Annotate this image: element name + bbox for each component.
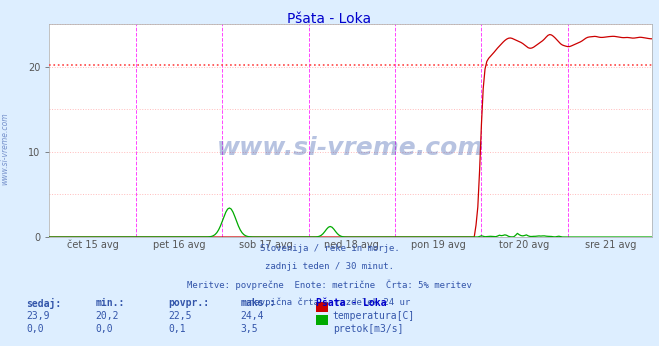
Text: www.si-vreme.com: www.si-vreme.com: [217, 136, 484, 160]
Text: temperatura[C]: temperatura[C]: [333, 311, 415, 321]
Text: www.si-vreme.com: www.si-vreme.com: [1, 112, 10, 185]
Text: maks.:: maks.:: [241, 298, 275, 308]
Text: Slovenija / reke in morje.: Slovenija / reke in morje.: [260, 244, 399, 253]
Text: 24,4: 24,4: [241, 311, 264, 321]
Text: sedaj:: sedaj:: [26, 298, 61, 309]
Text: 0,0: 0,0: [96, 324, 113, 334]
Text: navpična črta - razdelek 24 ur: navpična črta - razdelek 24 ur: [249, 298, 410, 307]
Text: pretok[m3/s]: pretok[m3/s]: [333, 324, 403, 334]
Text: zadnji teden / 30 minut.: zadnji teden / 30 minut.: [265, 262, 394, 271]
Text: Pšata - Loka: Pšata - Loka: [287, 12, 372, 26]
Text: 20,2: 20,2: [96, 311, 119, 321]
Text: 23,9: 23,9: [26, 311, 50, 321]
Text: Pšata - Loka: Pšata - Loka: [316, 298, 387, 308]
Text: 22,5: 22,5: [168, 311, 192, 321]
Text: 0,1: 0,1: [168, 324, 186, 334]
Text: povpr.:: povpr.:: [168, 298, 209, 308]
Text: Meritve: povprečne  Enote: metrične  Črta: 5% meritev: Meritve: povprečne Enote: metrične Črta:…: [187, 280, 472, 290]
Text: 0,0: 0,0: [26, 324, 44, 334]
Text: min.:: min.:: [96, 298, 125, 308]
Text: 3,5: 3,5: [241, 324, 258, 334]
